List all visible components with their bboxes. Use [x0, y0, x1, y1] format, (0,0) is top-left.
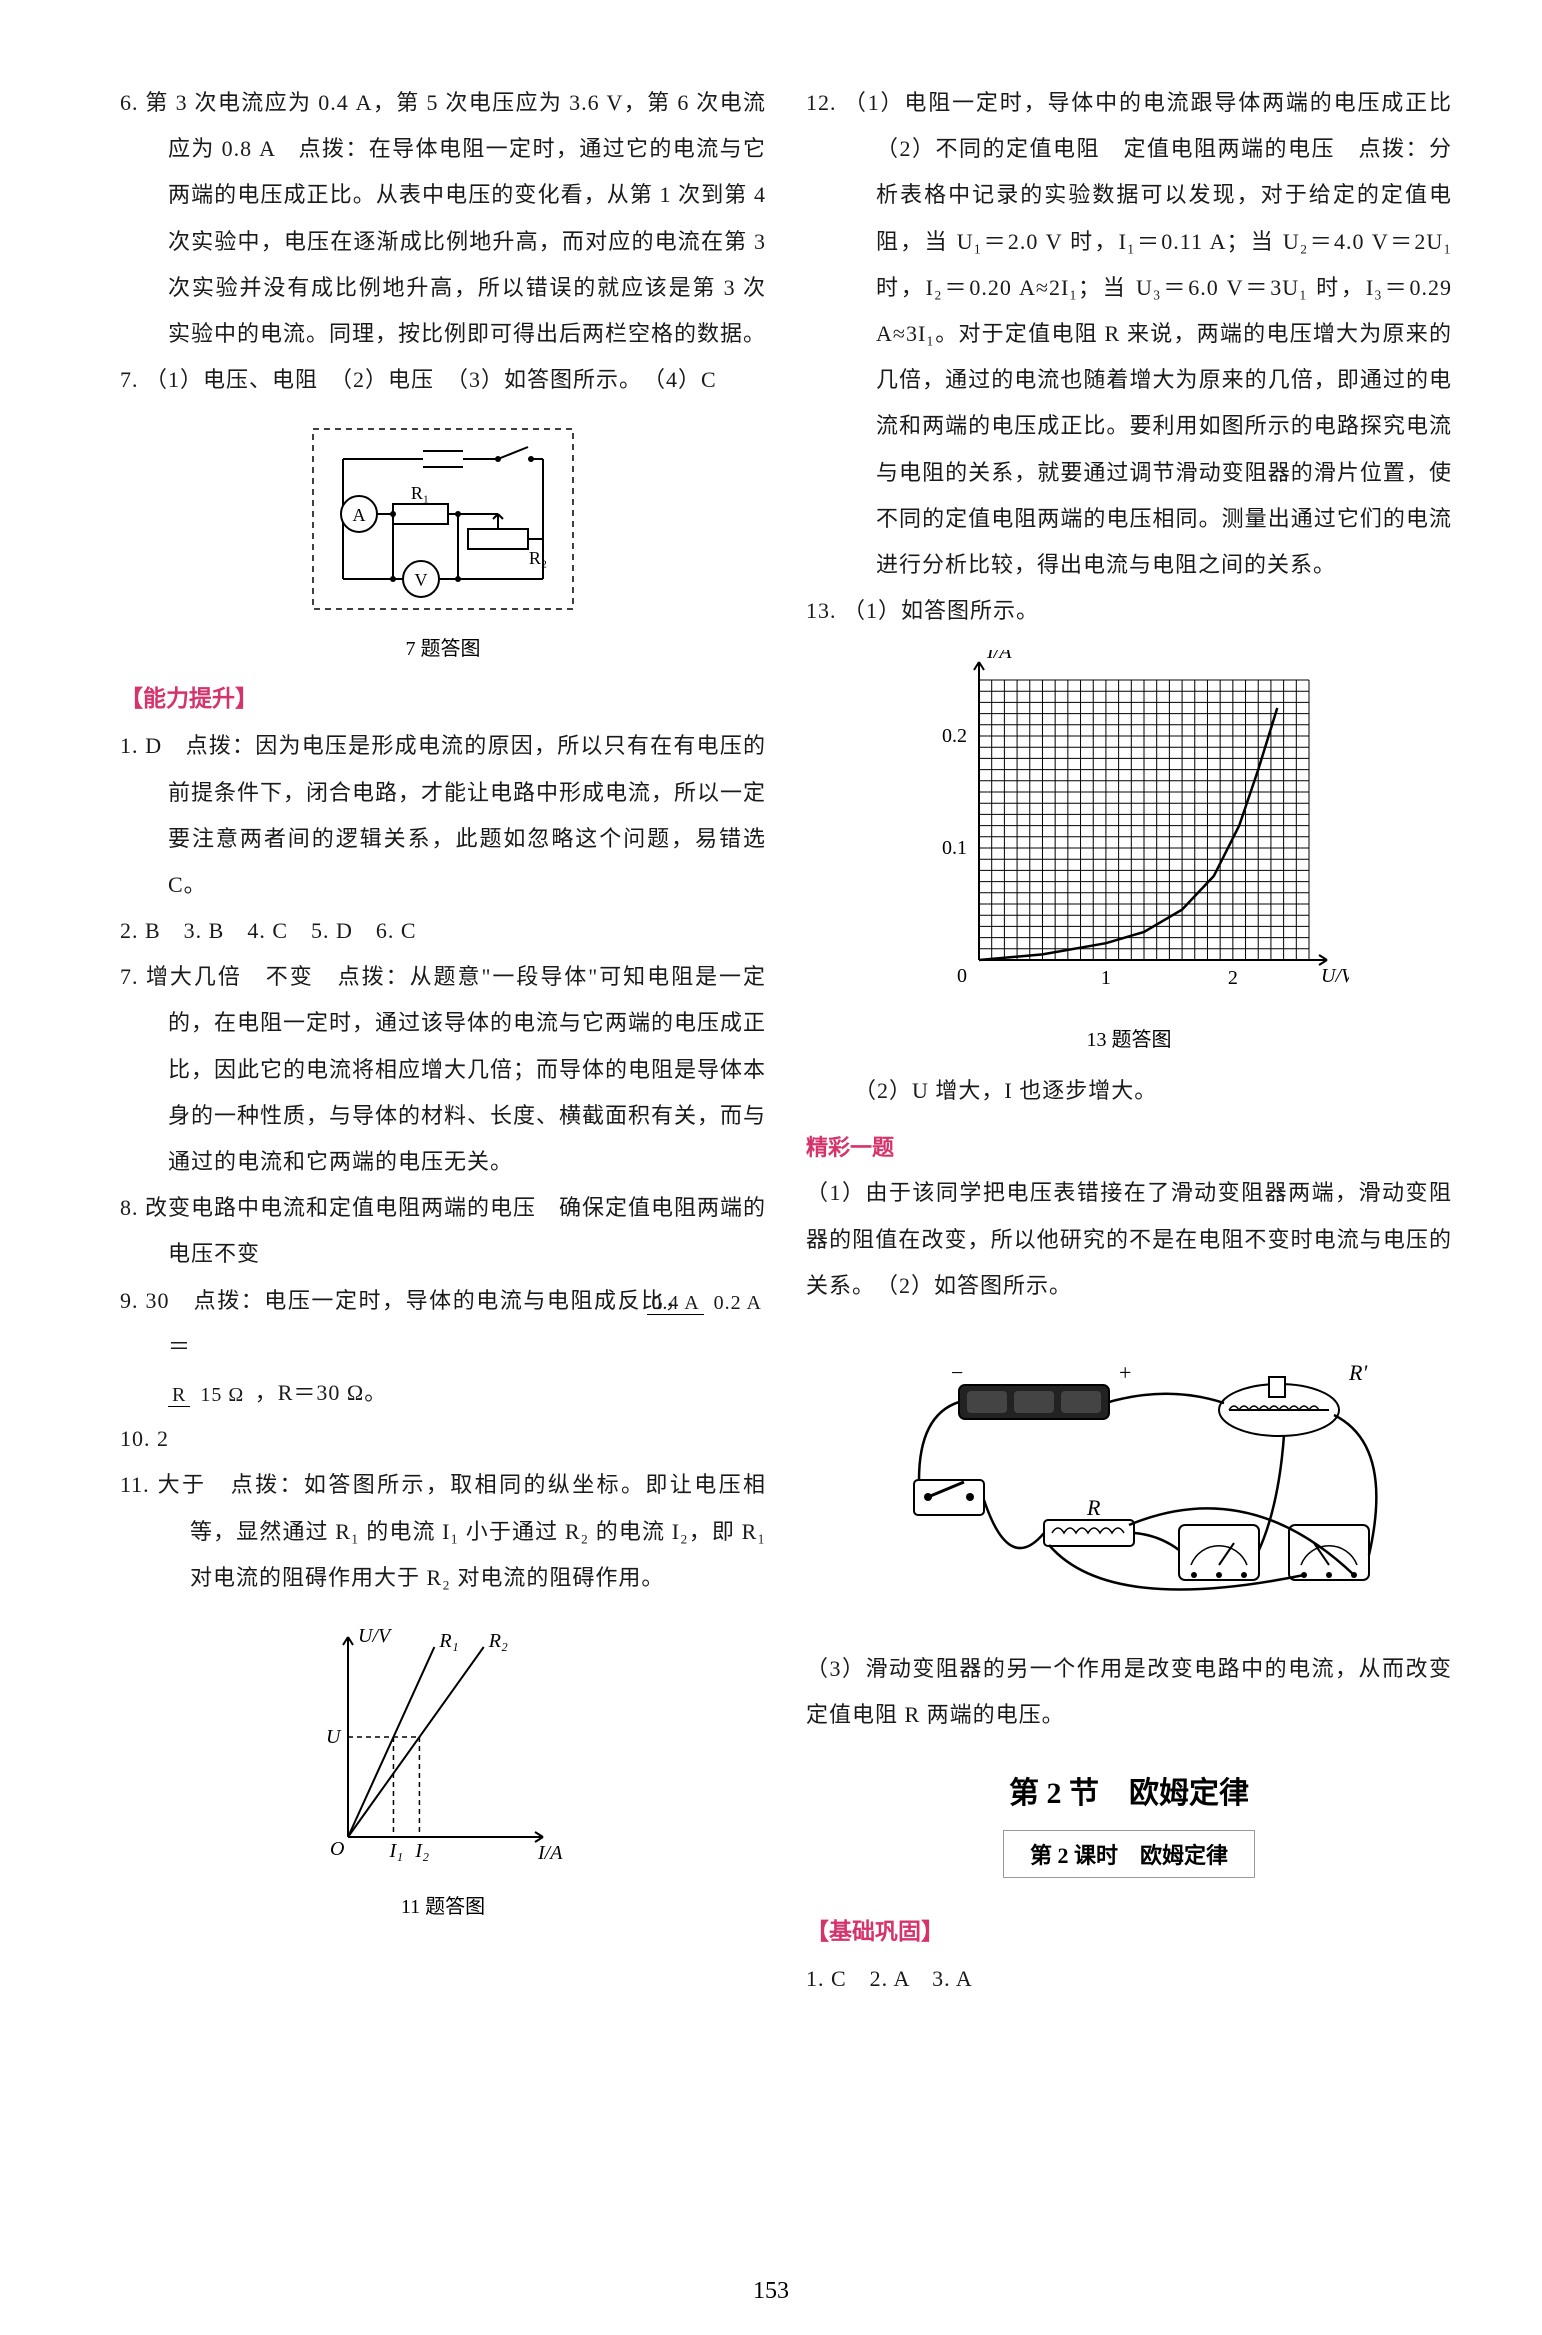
svg-text:I/A: I/A — [986, 650, 1012, 663]
basic-answers: 1. C 2. A 3. A — [806, 1956, 1452, 2002]
svg-text:0: 0 — [957, 965, 967, 987]
ammeter-label: A — [353, 505, 366, 525]
figure-13: 1 2 0.1 0.2 0 U/V I/A 13 题答图 — [806, 650, 1452, 1052]
answer-13-tail: （2）U 增大，I 也逐步增大。 — [806, 1068, 1452, 1114]
page-number: 153 — [0, 2278, 1542, 2305]
circuit-photo-icon: − + R' R — [849, 1325, 1409, 1625]
svg-text:0.1: 0.1 — [942, 837, 967, 859]
lesson-box: 第 2 课时 欧姆定律 — [1003, 1830, 1255, 1878]
ability-10: 10. 2 — [120, 1416, 766, 1462]
r1-label: R₁ — [411, 483, 429, 503]
r-label: R — [1086, 1495, 1101, 1520]
ability-8: 8. 改变电路中电流和定值电阻两端的电压 确保定值电阻两端的电压不变 — [120, 1185, 766, 1277]
figure-11-caption: 11 题答图 — [120, 1890, 766, 1919]
figure-13-caption: 13 题答图 — [806, 1023, 1452, 1052]
basic-header: 【基础巩固】 — [806, 1912, 1452, 1946]
svg-text:U/V: U/V — [1321, 965, 1349, 987]
r2-label: R₂ — [529, 548, 547, 568]
answer-7: 7. （1）电压、电阻 （2）电压 （3）如答图所示。 （4）C — [120, 357, 766, 403]
ability-9: 9. 30 点拨：电压一定时，导体的电流与电阻成反比， 0.4 A 0.2 A … — [120, 1278, 766, 1370]
figure-7: A R₁ R₂ V — [120, 419, 766, 661]
svg-text:U: U — [326, 1726, 342, 1748]
rprime-label: R' — [1348, 1360, 1367, 1385]
svg-text:I/A: I/A — [537, 1842, 563, 1864]
ability-9-cont: R 15 Ω ，R＝30 Ω。 — [120, 1370, 766, 1416]
fraction-2: R 15 Ω — [168, 1374, 248, 1416]
iv-curve-icon: 1 2 0.1 0.2 0 U/V I/A — [909, 650, 1349, 1010]
svg-text:U/V: U/V — [358, 1625, 393, 1647]
svg-text:I₂: I₂ — [414, 1840, 429, 1862]
answer-12: 12. （1）电阻一定时，导体中的电流跟导体两端的电压成正比 （2）不同的定值电… — [806, 80, 1452, 588]
svg-text:O: O — [330, 1838, 344, 1860]
answer-13-head: 13. （1）如答图所示。 — [806, 588, 1452, 634]
brilliant-1: （1）由于该同学把电压表错接在了滑动变阻器两端，滑动变阻器的阻值在改变，所以他研… — [806, 1170, 1452, 1309]
circuit-diagram-icon: A R₁ R₂ V — [303, 419, 583, 619]
figure-7-caption: 7 题答图 — [120, 632, 766, 661]
right-column: 12. （1）电阻一定时，导体中的电流跟导体两端的电压成正比 （2）不同的定值电… — [806, 80, 1452, 2003]
svg-text:1: 1 — [1101, 967, 1111, 989]
svg-text:R₂: R₂ — [488, 1630, 508, 1652]
brilliant-3: （3）滑动变阻器的另一个作用是改变电路中的电流，从而改变定值电阻 R 两端的电压… — [806, 1646, 1452, 1738]
minus-label: − — [951, 1360, 963, 1385]
ability-7: 7. 增大几倍 不变 点拨：从题意"一段导体"可知电阻是一定的，在电阻一定时，通… — [120, 954, 766, 1185]
left-column: 6. 第 3 次电流应为 0.4 A，第 5 次电压应为 3.6 V，第 6 次… — [120, 80, 766, 2003]
fraction-1: 0.4 A 0.2 A — [695, 1282, 766, 1324]
ability-11: 11. 大于 点拨：如答图所示，取相同的纵坐标。即让电压相等，显然通过 R₁ 的… — [120, 1462, 766, 1601]
svg-text:I₁: I₁ — [388, 1840, 403, 1862]
a9-prefix: 9. 30 点拨：电压一定时，导体的电流与电阻成反比， — [120, 1288, 688, 1313]
lesson-box-wrap: 第 2 课时 欧姆定律 — [806, 1830, 1452, 1894]
chapter-title: 第 2 节 欧姆定律 — [806, 1768, 1452, 1812]
svg-text:R₁: R₁ — [438, 1630, 458, 1652]
figure-11: O I/A U/V R₁ R₂ U I₁ I₂ 11 题答图 — [120, 1617, 766, 1919]
figure-brilliant: − + R' R — [806, 1325, 1452, 1630]
ability-header: 【能力提升】 — [120, 679, 766, 713]
svg-text:2: 2 — [1228, 967, 1238, 989]
plus-label: + — [1119, 1360, 1131, 1385]
brilliant-header: 精彩一题 — [806, 1130, 1452, 1162]
ability-2-6: 2. B 3. B 4. C 5. D 6. C — [120, 908, 766, 954]
svg-text:0.2: 0.2 — [942, 725, 967, 747]
ability-1: 1. D 点拨：因为电压是形成电流的原因，所以只有在有电压的前提条件下，闭合电路… — [120, 723, 766, 908]
uv-graph-icon: O I/A U/V R₁ R₂ U I₁ I₂ — [293, 1617, 593, 1877]
voltmeter-label: V — [415, 570, 428, 590]
answer-6: 6. 第 3 次电流应为 0.4 A，第 5 次电压应为 3.6 V，第 6 次… — [120, 80, 766, 357]
